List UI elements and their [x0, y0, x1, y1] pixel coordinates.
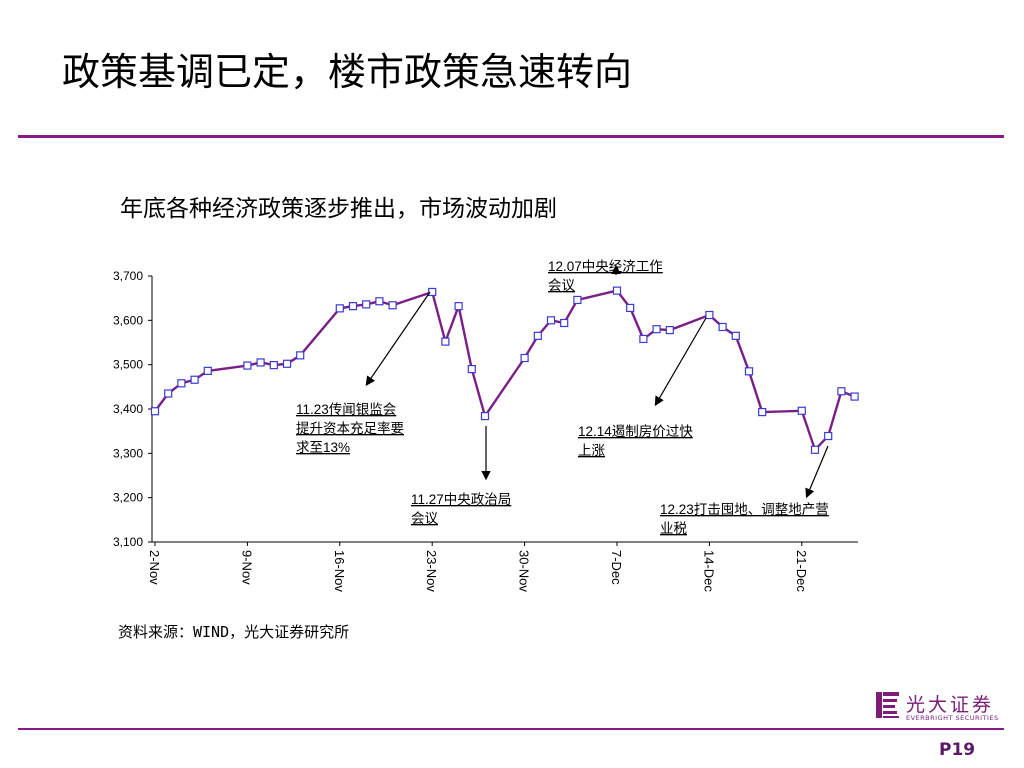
data-point	[441, 337, 450, 346]
annotation-text: 会议	[548, 278, 576, 293]
data-point	[639, 334, 648, 344]
x-tick-label: 16-Nov	[332, 550, 347, 592]
y-tick-label: 3,400	[113, 402, 143, 416]
data-point	[203, 366, 212, 375]
data-point	[480, 411, 490, 421]
series-line	[154, 289, 856, 453]
data-point	[837, 387, 846, 396]
data-point	[454, 302, 463, 311]
data-point	[573, 295, 582, 305]
y-tick-label: 3,300	[113, 446, 143, 460]
annotation-text: 业税	[660, 521, 688, 536]
x-tick-label: 30-Nov	[517, 550, 532, 592]
data-point	[731, 331, 740, 340]
annotation-text: 提升资本充足率要	[296, 420, 404, 436]
annotation-arrow	[365, 291, 431, 386]
y-tick-label: 3,200	[113, 491, 143, 505]
data-point	[388, 301, 397, 310]
data-point	[296, 351, 305, 360]
title-divider	[18, 135, 1004, 138]
data-point	[705, 310, 714, 320]
data-point	[467, 365, 476, 374]
chart-title: 年底各种经济政策逐步推出，市场波动加剧	[120, 196, 557, 222]
logo-name-en: EVERBRIGHT SECURITIES	[906, 714, 999, 722]
annotation-text: 上涨	[578, 443, 606, 458]
y-tick-label: 3,700	[113, 269, 143, 283]
data-point	[150, 407, 160, 416]
data-point	[546, 316, 556, 325]
data-point	[560, 318, 569, 328]
data-point	[810, 445, 820, 454]
x-tick-label: 14-Dec	[701, 550, 716, 592]
data-point	[256, 358, 265, 367]
y-tick-label: 3,500	[113, 358, 143, 372]
page-number: P19	[939, 740, 976, 760]
annotation-text: 会议	[411, 511, 438, 526]
x-tick-label: 21-Dec	[794, 550, 809, 592]
data-point	[850, 392, 859, 401]
data-point	[282, 359, 292, 368]
data-point	[335, 304, 344, 313]
everbright-logo-icon	[876, 692, 899, 718]
annotation-arrow	[805, 445, 829, 499]
data-point	[665, 325, 674, 335]
data-point	[824, 431, 833, 441]
annotation-text: 11.23传闻银监会	[296, 402, 396, 417]
data-point	[243, 361, 252, 370]
annotation-text: 12.23打击囤地、调整地产营	[660, 501, 829, 517]
x-tick-label: 9-Nov	[239, 550, 254, 585]
data-point	[652, 325, 661, 334]
data-point	[797, 406, 806, 415]
footer-divider	[18, 728, 1004, 730]
company-logo: 光大证券 EVERBRIGHT SECURITIES	[874, 690, 1004, 724]
data-point	[626, 303, 635, 313]
source-note: 资料来源：WIND，光大证券研究所	[118, 623, 350, 641]
data-point	[348, 302, 358, 311]
x-tick-label: 2-Nov	[147, 550, 162, 585]
y-tick-label: 3,600	[113, 313, 143, 327]
annotation-text: 12.07中央经济工作	[548, 259, 663, 274]
data-point	[164, 389, 173, 398]
logo-name-cn: 光大证券	[906, 694, 995, 716]
data-point	[269, 361, 278, 370]
data-point	[744, 367, 754, 376]
x-tick-label: 7-Dec	[609, 550, 624, 585]
data-point	[177, 379, 186, 388]
annotation-text: 11.27中央政治局	[411, 492, 511, 507]
y-tick-label: 3,100	[113, 535, 143, 549]
data-point	[190, 375, 199, 384]
data-point	[375, 297, 384, 306]
data-point	[718, 322, 727, 332]
data-point	[362, 300, 371, 309]
annotation-text: 求至13%	[296, 440, 350, 455]
data-point	[533, 331, 542, 340]
slide-title: 政策基调已定，楼市政策急速转向	[62, 50, 633, 94]
data-point	[758, 408, 767, 417]
data-point	[612, 286, 622, 295]
x-tick-label: 23-Nov	[424, 550, 439, 592]
annotation-arrow	[654, 317, 707, 407]
annotation-text: 12.14遏制房价过快	[578, 424, 693, 439]
data-point	[428, 287, 437, 297]
data-point	[520, 353, 529, 363]
